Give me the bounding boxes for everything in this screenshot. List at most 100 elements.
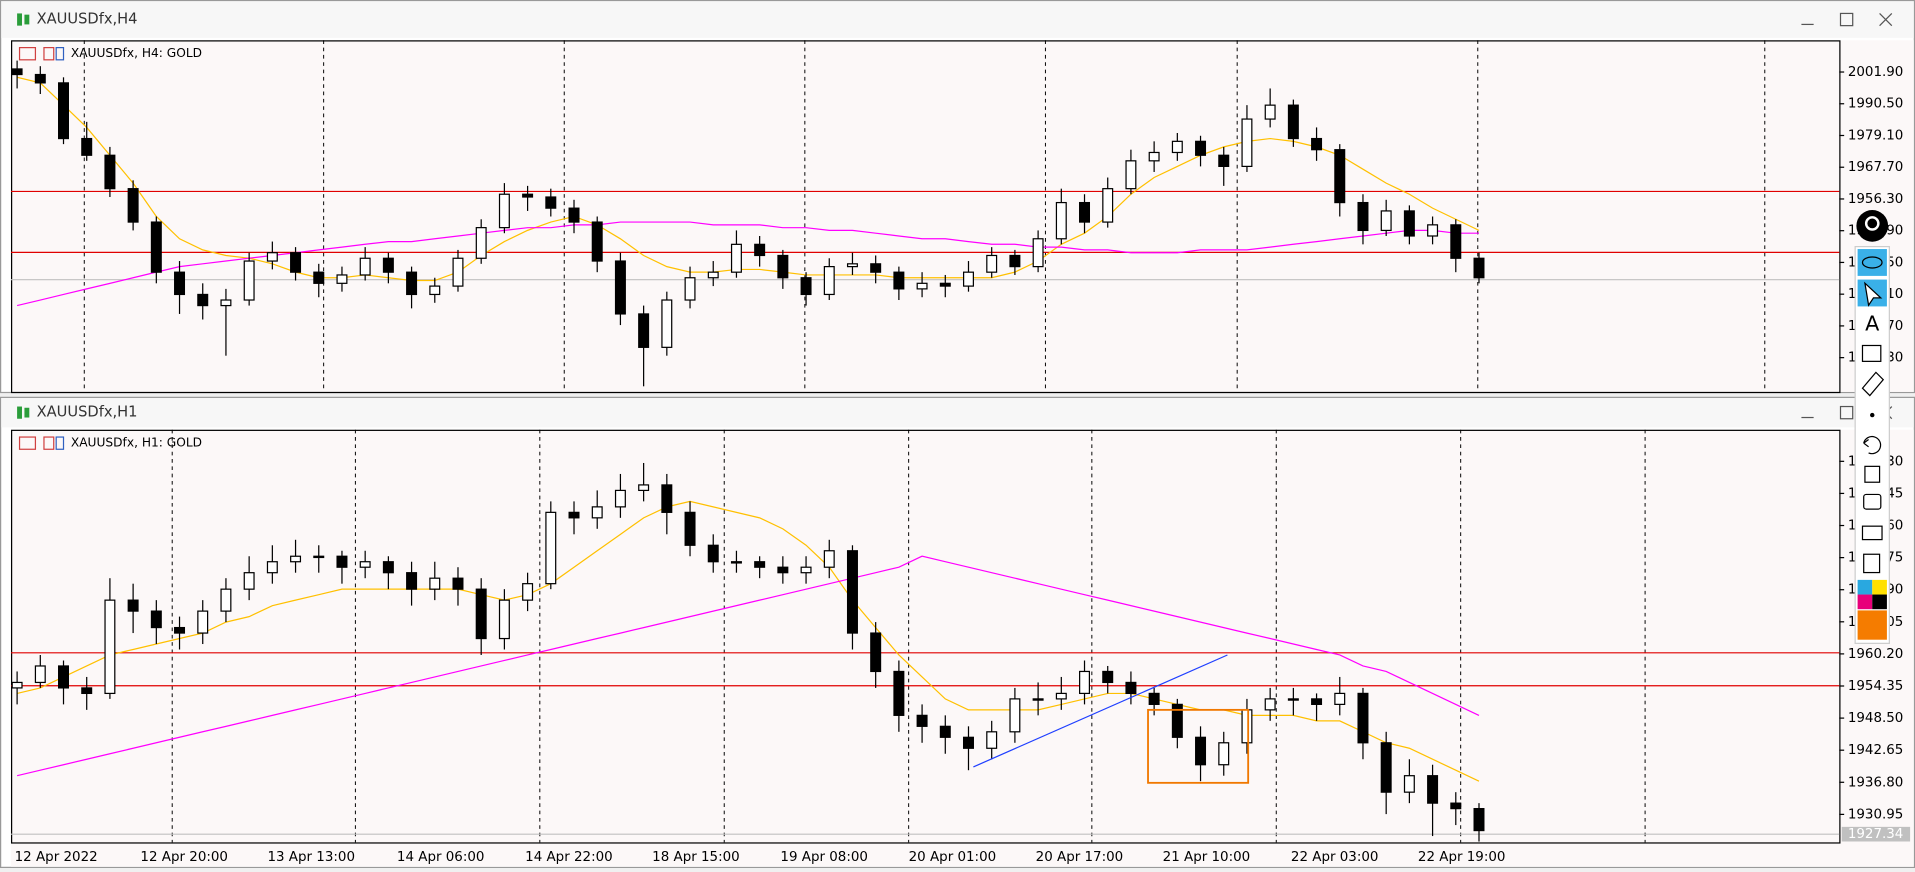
candle-body [1102, 188, 1114, 223]
candle-body [1055, 201, 1067, 240]
candle-body [81, 687, 93, 695]
candle-body [1102, 670, 1114, 684]
y-tick-label: 1942.65 [1848, 743, 1904, 758]
candle-body [1055, 692, 1067, 700]
candle-body [1357, 692, 1369, 744]
color-orange[interactable] [1857, 610, 1887, 640]
candle-body [406, 572, 418, 590]
icon-bar [17, 13, 22, 26]
candle-body [754, 243, 766, 257]
x-tick-label: 20 Apr 01:00 [909, 850, 997, 865]
candle-body [1032, 698, 1044, 701]
title-bar [1, 397, 1914, 428]
undo-tool[interactable] [1863, 435, 1882, 455]
text-tool[interactable]: A [1865, 312, 1880, 336]
logo-icon[interactable] [1856, 209, 1889, 242]
candle-body [266, 561, 278, 574]
candle-body [1171, 703, 1183, 738]
y-tick-label: 1948.50 [1848, 711, 1904, 726]
eraser-tool[interactable] [1861, 371, 1885, 397]
chart-label-icons [18, 436, 65, 450]
candle-body [359, 257, 371, 276]
moving-average [16, 500, 1480, 782]
current-price-label: 1927.34 [1848, 827, 1904, 842]
x-tick-label: 22 Apr 19:00 [1418, 850, 1506, 865]
y-tick-label: 2001.90 [1848, 65, 1904, 80]
logo-mark [1864, 216, 1880, 231]
plot-border [10, 40, 1841, 394]
x-tick-label: 12 Apr 2022 [15, 850, 98, 865]
candle-body [754, 561, 766, 568]
candle-body [429, 577, 441, 590]
clipboard-tool[interactable] [1863, 553, 1881, 574]
rect-tool[interactable] [1861, 344, 1882, 362]
candle-body [1287, 698, 1299, 701]
candle-body [730, 561, 742, 564]
window-title: XAUUSDfx,H1 [37, 404, 138, 421]
y-tick-label: 1930.95 [1848, 807, 1904, 822]
candle-body [1241, 118, 1253, 168]
candle-body [986, 254, 998, 273]
candle-body [962, 271, 974, 287]
candle-body [661, 484, 673, 513]
candle-body [150, 221, 162, 273]
y-tick-label: 1954.35 [1848, 679, 1904, 694]
chart-window: XAUUSDfx,H11995.301989.451983.601977.751… [0, 396, 1915, 868]
candle-body [1473, 808, 1485, 832]
candle-body [475, 588, 487, 640]
candle-body [382, 561, 394, 574]
candle-body [522, 583, 534, 601]
color-blue[interactable] [1857, 579, 1873, 595]
candle-body [406, 271, 418, 296]
candle-body [197, 610, 209, 634]
candle-body [429, 285, 441, 296]
candle-body [939, 282, 951, 287]
candle-body [1427, 224, 1439, 237]
maximize-button[interactable] [1839, 405, 1854, 420]
icon-bar [17, 406, 22, 419]
close-button[interactable] [1879, 12, 1893, 27]
candle-body [1125, 681, 1137, 695]
candle-body [1380, 742, 1392, 793]
candle-body [382, 257, 394, 273]
candle-body [220, 299, 232, 307]
color-black[interactable] [1872, 594, 1887, 610]
chart-window: XAUUSDfx,H4 2001.90 1990.50 1979.10 1967.70 1… [0, 0, 1915, 394]
dot-tool[interactable] [1870, 412, 1875, 418]
candle-body [1148, 692, 1160, 705]
drawing-toolbar: A [1854, 209, 1890, 644]
label-icon [43, 436, 55, 450]
candle-body [220, 588, 232, 612]
candle-body [359, 561, 371, 568]
screenshot-tool[interactable] [1861, 525, 1883, 541]
plot-border [10, 429, 1841, 844]
candle-body [1427, 775, 1439, 804]
candle-body [475, 227, 487, 259]
candle-body [1241, 709, 1253, 744]
x-tick-label: 12 Apr 20:00 [140, 850, 228, 865]
candle-body [243, 260, 255, 301]
color-yellow[interactable] [1872, 579, 1887, 595]
delete-tool[interactable] [1864, 465, 1881, 483]
template-tool[interactable] [1863, 493, 1882, 510]
candle-body [1032, 238, 1044, 268]
candle-body [1195, 736, 1207, 766]
candle-body [452, 577, 464, 590]
y-tick-label: 1936.80 [1848, 775, 1904, 790]
candle-body [1148, 151, 1160, 162]
label-icon [18, 47, 37, 61]
eye-icon [1861, 256, 1883, 269]
candle-body [1403, 210, 1415, 237]
y-tick-label: 1990.50 [1848, 97, 1904, 112]
maximize-button[interactable] [1839, 12, 1854, 27]
candle-body [870, 632, 882, 673]
candle-body [1218, 742, 1230, 766]
x-tick-label: 13 Apr 13:00 [267, 850, 355, 865]
candle-body [498, 193, 510, 229]
candle-body [545, 196, 557, 209]
candle-body [58, 82, 70, 140]
x-tick-label: 14 Apr 06:00 [397, 850, 485, 865]
color-magenta[interactable] [1857, 594, 1873, 610]
